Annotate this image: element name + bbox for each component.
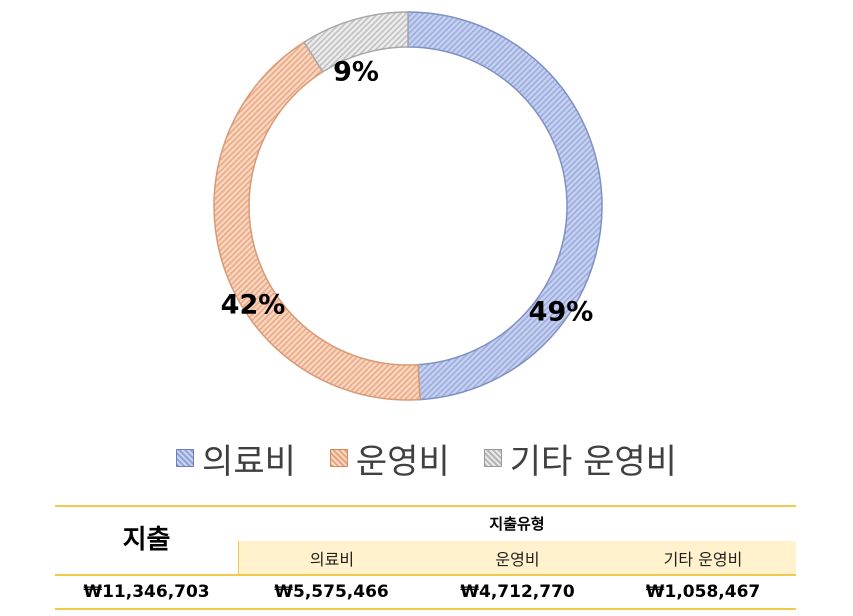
expense-table: 지출 지출유형 의료비 운영비 기타 운영비 ₩11,346,703 ₩5,57… [55,505,796,611]
label-other-operating: 9% [333,57,379,88]
table-cell-other-operating: ₩1,058,467 [645,582,761,602]
slice-other-operating [303,11,409,73]
legend-item-other-operating: 기타 운영비 [483,434,677,483]
legend-swatch-operating [329,449,348,467]
legend-label-operating: 운영비 [355,441,450,482]
table-header-expense: 지출 [122,524,171,555]
slice-operating [213,41,421,401]
donut-chart: 49% 42% 9% [213,11,603,401]
table-subheader-operating: 운영비 [425,541,610,574]
legend-swatch-other-operating [483,449,502,467]
table-header-expense-type: 지출유형 [489,514,545,533]
legend-item-operating: 운영비 [329,434,450,483]
table-subheader-medical: 의료비 [239,541,425,574]
table-subheader-other-operating: 기타 운영비 [610,541,796,574]
table-cell-total: ₩11,346,703 [83,582,210,602]
legend-label-other-operating: 기타 운영비 [509,441,677,482]
label-medical: 49% [529,297,594,328]
slice-medical [407,11,603,401]
legend-item-medical: 의료비 [176,434,296,483]
legend-swatch-medical [176,449,195,467]
table-cell-operating: ₩4,712,770 [460,582,575,602]
table-cell-medical: ₩5,575,466 [274,582,389,602]
label-operating: 42% [221,290,286,321]
chart-legend: 의료비 운영비 기타 운영비 [0,434,853,483]
legend-label-medical: 의료비 [202,441,296,482]
